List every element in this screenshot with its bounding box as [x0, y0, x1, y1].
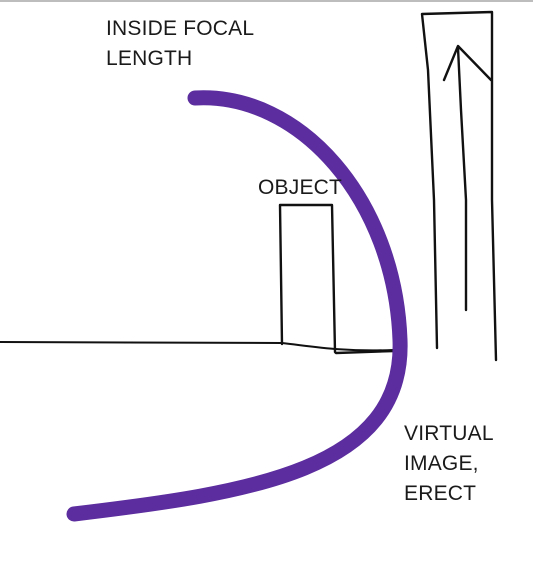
virtual-image-line-2: IMAGE,	[404, 452, 479, 475]
principal-axis	[0, 341, 394, 352]
up-arrow-icon	[442, 44, 493, 312]
top-border-line	[0, 0, 533, 2]
inside-focal-length-line-1: INSIDE FOCAL	[106, 17, 255, 40]
virtual-image-outline	[420, 10, 498, 362]
inside-focal-length-label: INSIDE FOCAL LENGTH	[106, 14, 254, 74]
inside-focal-length-line-2: LENGTH	[106, 47, 193, 70]
virtual-image-label: VIRTUAL IMAGE, ERECT	[404, 419, 494, 509]
concave-mirror	[66, 90, 408, 522]
virtual-image-line-1: VIRTUAL	[404, 422, 494, 445]
virtual-image-line-3: ERECT	[404, 482, 477, 505]
object-label: OBJECT	[258, 176, 343, 199]
object-rectangle	[278, 203, 396, 355]
